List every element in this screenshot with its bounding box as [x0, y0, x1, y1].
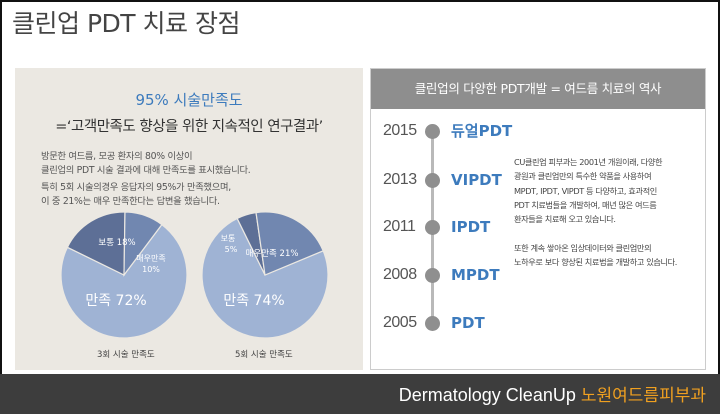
footer-brand-english: Dermatology CleanUp — [398, 385, 576, 405]
page-title: 클린업 PDT 치료 장점 — [12, 9, 240, 38]
timeline-year: 2005 — [383, 314, 417, 331]
footer-brand-korean: 노원여드름피부과 — [580, 386, 706, 406]
paragraph-2-line-1: 특히 5회 시술의경우 응답자의 95%가 만족했으며, — [41, 182, 231, 193]
timeline-item: 2013 VIPDT — [371, 168, 531, 192]
history-panel: 클린업의 다양한 PDT개발 = 여드름 치료의 역사 2015 듀얼PDT 2… — [370, 68, 706, 370]
footer-bar: Dermatology CleanUp 노원여드름피부과 — [0, 374, 720, 414]
description-2-line: 또한 계속 쌓아온 임상데이터와 클린업만의 — [514, 243, 652, 253]
description-1-line: CU클린업 피부과는 2001년 개원이래, 다양한 — [514, 157, 663, 167]
timeline-item: 2005 PDT — [371, 311, 531, 335]
pie-3-caption: 3회 시술 만족도 — [97, 350, 155, 360]
timeline-year: 2013 — [383, 171, 417, 188]
timeline-year: 2015 — [383, 122, 417, 139]
pie-3-slice-satisfied — [60, 223, 188, 339]
satisfaction-panel: 95% 시술만족도 =‘고객만족도 향상을 위한 지속적인 연구결과’ 방문한 … — [15, 68, 363, 370]
timeline-year: 2008 — [383, 266, 417, 283]
timeline-dot — [425, 316, 440, 331]
pie-5-caption: 5회 시술 만족도 — [235, 350, 293, 360]
pie-chart-5-sessions: 보통 5% 매우만족 21% 만족 74% — [200, 210, 330, 340]
pie-chart-3-sessions: 보통 18% 매우만족 10% 만족 72% — [59, 210, 189, 340]
pie-3-svg: 보통 18% 매우만족 10% 만족 72% — [60, 211, 188, 339]
pie-5-label-very-satisfied: 매우만족 21% — [246, 249, 299, 259]
pie-5-label-satisfied: 만족 74% — [223, 293, 284, 309]
paragraph-1-line-1: 방문한 여드름, 모공 환자의 80% 이상이 — [41, 151, 193, 162]
paragraph-2-line-2: 이 중 21%는 매우 만족한다는 답변을 했습니다. — [41, 196, 220, 207]
satisfaction-title: 95% 시술만족도 — [135, 91, 243, 109]
satisfaction-paragraph-2: 특히 5회 시술의경우 응답자의 95%가 만족했으며, 이 중 21%는 매우… — [41, 181, 341, 209]
pie-5-slice-satisfied — [201, 217, 329, 339]
description-1-line: PDT 치료법들을 개발하여, 매년 많은 여드름 — [514, 199, 657, 210]
timeline-label: IPDT — [451, 218, 491, 236]
footer-brand: Dermatology CleanUp 노원여드름피부과 — [399, 381, 706, 406]
pie-3-label-very-satisfied-1: 매우만족 — [136, 254, 165, 263]
description-1-line: 환자들을 치료해 오고 있습니다. — [514, 214, 616, 225]
pie-5-label-normal-1: 보통 — [221, 234, 236, 243]
description-1-line: 광원과 클린업만의 특수한 약품을 사용하여 — [514, 171, 652, 182]
pie-5-svg: 보통 5% 매우만족 21% 만족 74% — [201, 211, 329, 339]
timeline-dot — [425, 268, 440, 283]
timeline-item: 2008 MPDT — [371, 263, 531, 287]
history-header: 클린업의 다양한 PDT개발 = 여드름 치료의 역사 — [371, 69, 705, 109]
pie-3-label-very-satisfied-2: 10% — [142, 265, 160, 274]
timeline-item: 2015 듀얼PDT — [371, 119, 531, 143]
description-1-line: MPDT, IPDT, VIPDT 등 다양하고, 효과적인 — [514, 185, 657, 196]
timeline-dot — [425, 220, 440, 235]
pie-5-label-normal-2: 5% — [225, 245, 238, 254]
timeline-dot — [425, 173, 440, 188]
timeline-label: MPDT — [451, 266, 500, 284]
paragraph-1-line-2: 클린업의 PDT 시술 결과에 대해 만족도를 표시했습니다. — [41, 165, 251, 176]
pie-5-slice-very-satisfied — [255, 211, 324, 276]
timeline-label: 듀얼PDT — [451, 122, 513, 140]
pie-3-slice-normal — [66, 211, 126, 276]
timeline-dot — [425, 124, 440, 139]
pie-3-label-satisfied: 만족 72% — [85, 293, 146, 309]
history-description-2: 또한 계속 쌓아온 임상데이터와 클린업만의 노하우로 보다 향상된 치료법을 … — [514, 241, 697, 270]
pie-3-label-normal: 보통 18% — [98, 238, 135, 248]
timeline-label: PDT — [451, 314, 485, 332]
satisfaction-paragraph-1: 방문한 여드름, 모공 환자의 80% 이상이 클린업의 PDT 시술 결과에 … — [41, 150, 341, 178]
timeline-item: 2011 IPDT — [371, 215, 531, 239]
timeline-label: VIPDT — [451, 171, 502, 189]
pie-3-slice-very-satisfied — [123, 211, 163, 277]
history-description-1: CU클린업 피부과는 2001년 개원이래, 다양한 광원과 클린업만의 특수한… — [514, 155, 697, 226]
description-2-line: 노하우로 보다 향상된 치료법을 개발하고 있습니다. — [514, 257, 677, 268]
satisfaction-subtitle: =‘고객만족도 향상을 위한 지속적인 연구결과’ — [55, 119, 323, 135]
timeline-year: 2011 — [383, 218, 416, 235]
